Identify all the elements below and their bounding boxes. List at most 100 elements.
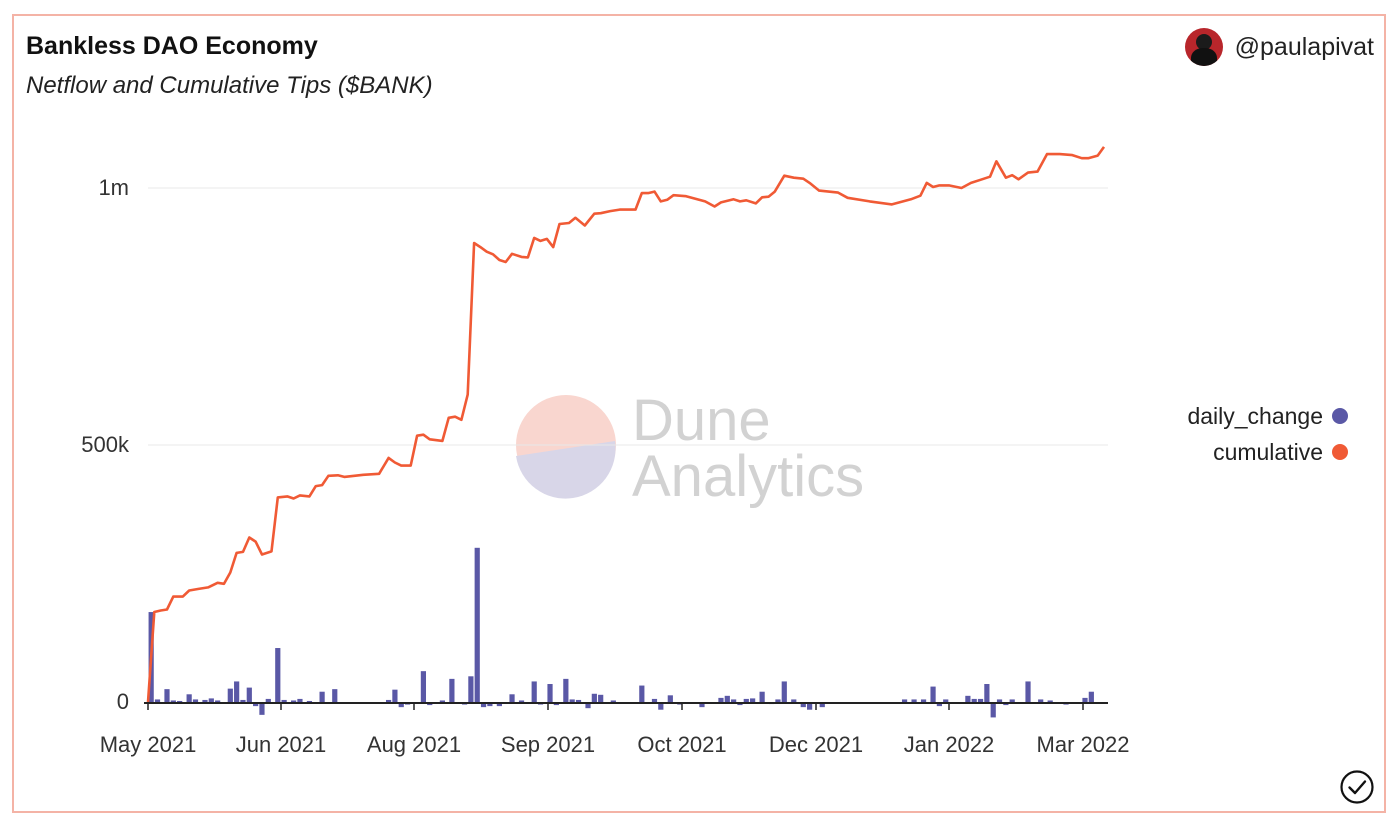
bar [547,684,553,702]
bar [170,700,176,702]
legend-label-daily_change: daily_change [1187,403,1323,429]
bar [319,691,325,702]
bar [487,702,493,707]
bar [1038,699,1044,702]
bar [240,699,246,702]
y-tick-label: 1m [98,175,129,200]
bar [439,700,445,702]
bar [971,698,977,702]
bar [1025,681,1031,702]
bar [639,685,645,702]
x-tick-label: Jun 2021 [236,732,327,757]
bar [759,691,765,702]
bar [610,700,616,702]
bar [480,702,487,708]
cumulative-series-line [146,146,1106,703]
dune-watermark: Dune Analytics [516,388,864,509]
chart-card [12,14,1386,813]
bar [291,700,297,702]
bar [518,700,525,702]
bar [227,688,233,702]
x-tick-label: Oct 2021 [637,732,726,757]
bar [984,684,990,702]
bar [965,695,971,702]
bar [943,699,949,702]
x-tick-label: Sep 2021 [501,732,595,757]
bar [930,686,936,702]
bar [807,702,813,710]
bar [936,702,942,707]
bar [996,699,1003,702]
bar [800,702,806,708]
bar [667,695,673,702]
x-tick-label: Aug 2021 [367,732,461,757]
bar [699,702,705,708]
author-handle[interactable]: @paulapivat [1234,32,1374,61]
check-circle-icon[interactable] [1339,769,1375,805]
legend-marker-cumulative [1332,444,1348,460]
bar [246,687,252,702]
bar [398,702,404,708]
bar [186,694,192,702]
bar [819,702,825,708]
bar [775,699,781,702]
grid-lines [148,187,1108,446]
bar [585,702,591,709]
bar [234,681,240,702]
bar [154,699,161,702]
bar [569,699,575,702]
bar [496,702,502,707]
legend-label-cumulative: cumulative [1213,439,1323,465]
bar [791,699,797,702]
bar [531,681,537,702]
watermark-dune: Dune [632,388,771,453]
legend[interactable]: daily_change cumulative [1187,403,1348,465]
cumulative-line [146,146,1106,703]
bar [563,678,569,702]
bar [920,699,927,702]
bar [1088,691,1094,702]
bar [259,702,265,715]
bar [1009,699,1015,702]
y-tick-label: 500k [81,432,130,457]
dune-logo-lower-icon [516,441,616,499]
bar [208,698,214,702]
bar [297,698,303,702]
bar [724,695,730,702]
bar [750,698,756,702]
bar [385,699,392,702]
legend-marker-daily_change [1332,408,1348,424]
y-tick-label: 0 [117,689,129,714]
bar [990,702,996,718]
bar [275,648,281,702]
x-tick-label: May 2021 [100,732,197,757]
bar [306,700,313,702]
x-tick-label: Jan 2022 [904,732,995,757]
watermark-analytics: Analytics [632,444,864,509]
bar [658,702,664,710]
bar [743,698,749,702]
bar [215,700,221,702]
bar [332,689,338,702]
chart-subtitle: Netflow and Cumulative Tips ($BANK) [26,72,433,99]
bar [1047,700,1053,702]
bar [901,699,908,702]
bar [591,693,597,702]
x-tick-label: Mar 2022 [1037,732,1130,757]
bar [651,698,658,702]
daily-change-bars [148,547,1094,718]
bar [449,678,455,702]
bar [575,699,582,702]
bar [977,698,984,702]
bar [598,694,604,702]
bar [474,547,480,702]
x-tick-label: Dec 2021 [769,732,863,757]
bar [718,697,724,702]
bar [281,699,287,702]
bar [1082,697,1088,702]
author-badge[interactable]: @paulapivat [1184,28,1374,66]
y-axis: 0 500k 1m [81,175,130,714]
bar [911,699,917,702]
bar [781,681,787,702]
